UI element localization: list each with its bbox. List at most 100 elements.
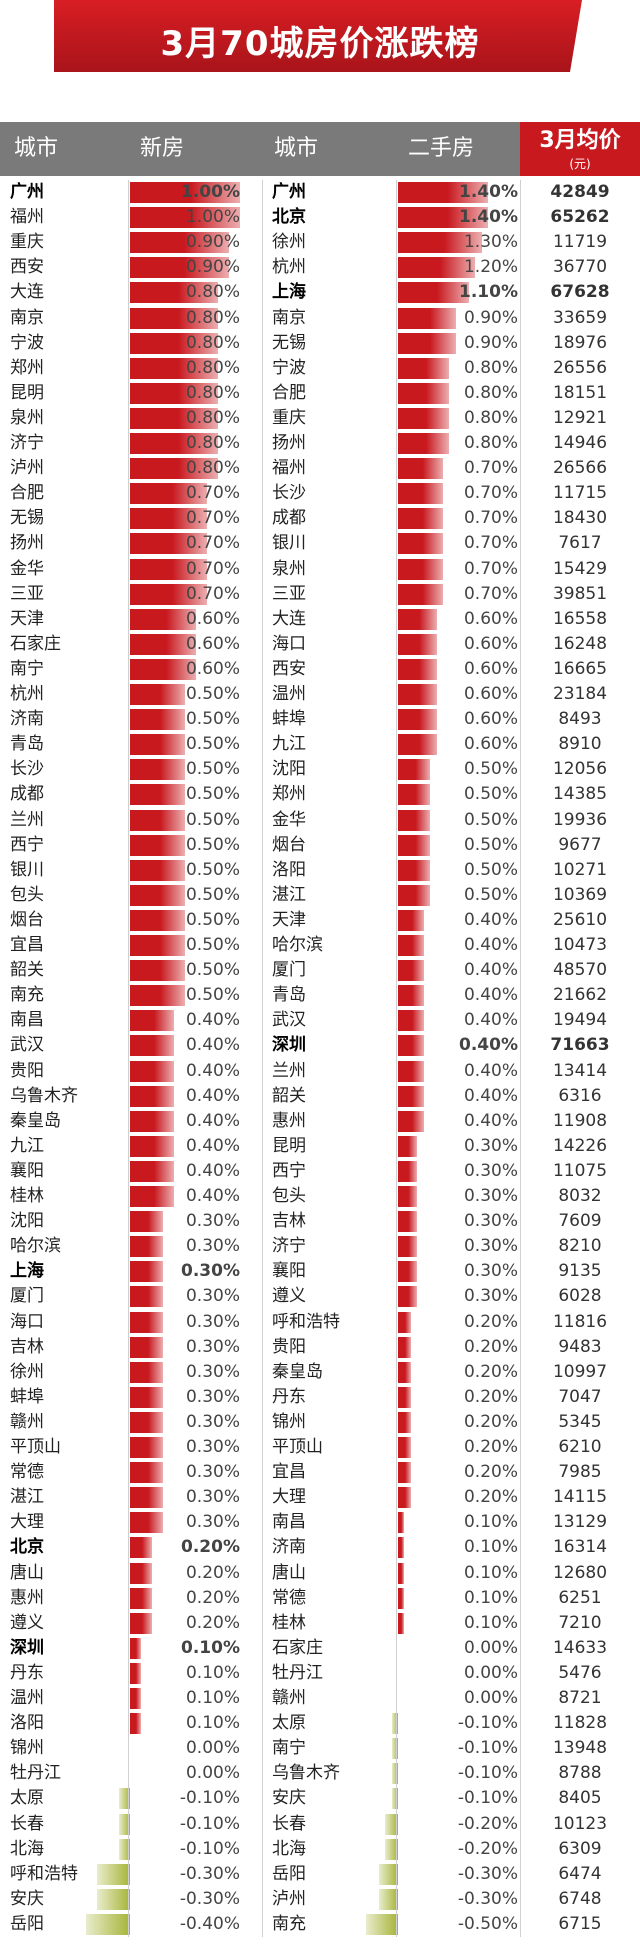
new-house-city: 银川 [10, 859, 44, 880]
new-house-bar-box [130, 1587, 240, 1609]
second-hand-bar-box [398, 985, 488, 1007]
second-hand-pct: 1.40% [459, 207, 518, 228]
new-house-bar-box [130, 859, 240, 881]
new-house-pct: 0.50% [185, 935, 240, 955]
table-row: 深圳 0.10% 石家庄 0.00% 14633 [0, 1636, 640, 1661]
new-house-pct: 0.40% [185, 1060, 240, 1081]
new-house-city: 襄阳 [10, 1160, 44, 1181]
table-row: 桂林 0.40% 包头 0.30% 8032 [0, 1184, 640, 1209]
new-house-pct: 0.30% [185, 1311, 240, 1332]
new-house-bar-box [130, 1386, 240, 1408]
second-hand-bar-box [398, 1160, 488, 1182]
second-hand-pct: -0.30% [457, 1888, 518, 1909]
new-house-pct: -0.10% [179, 1788, 240, 1809]
new-house-bar [130, 1211, 163, 1233]
second-hand-bar-box [398, 1035, 488, 1057]
second-hand-bar [398, 1035, 424, 1057]
table-row: 包头 0.50% 湛江 0.50% 10369 [0, 883, 640, 908]
second-hand-pct: 0.70% [463, 533, 518, 554]
new-house-city: 广州 [10, 182, 44, 202]
second-hand-city: 南京 [272, 307, 306, 328]
second-hand-bar [398, 458, 443, 480]
new-house-city: 九江 [10, 1135, 44, 1156]
new-house-bar-box [130, 382, 240, 404]
avg-price: 16558 [552, 608, 608, 629]
new-house-city: 金华 [10, 558, 44, 579]
second-hand-bar [398, 1562, 405, 1584]
second-hand-bar [398, 1211, 418, 1233]
second-hand-pct: 0.40% [463, 1110, 518, 1131]
new-house-bar [130, 658, 196, 680]
second-hand-pct: 0.50% [463, 859, 518, 880]
avg-price: 11715 [552, 483, 608, 504]
avg-price: 14385 [552, 784, 608, 805]
new-house-city: 韶关 [10, 960, 44, 981]
table-row: 唐山 0.20% 唐山 0.10% 12680 [0, 1561, 640, 1586]
avg-price: 6748 [558, 1888, 602, 1909]
second-hand-city: 赣州 [272, 1688, 306, 1708]
new-house-bar-box [130, 533, 240, 555]
new-house-pct: 0.80% [185, 458, 240, 479]
new-house-city: 南昌 [10, 1010, 44, 1031]
new-house-city: 烟台 [10, 909, 44, 930]
second-hand-city: 银川 [272, 533, 306, 554]
new-house-pct: 0.40% [185, 1110, 240, 1131]
new-house-bar-box [130, 307, 240, 329]
second-hand-bar [398, 608, 437, 630]
second-hand-pct: 0.70% [463, 458, 518, 479]
new-house-bar [130, 759, 185, 781]
avg-price: 8210 [558, 1236, 602, 1257]
second-hand-bar [398, 1010, 424, 1032]
new-house-bar-box [130, 1261, 240, 1283]
second-hand-city: 杭州 [272, 257, 306, 278]
second-hand-bar [378, 1888, 398, 1910]
second-hand-bar-box [398, 1537, 488, 1559]
second-hand-bar-box [398, 1311, 488, 1333]
new-house-bar-box [130, 1512, 240, 1534]
table-row: 赣州 0.30% 锦州 0.20% 5345 [0, 1410, 640, 1435]
second-hand-city: 沈阳 [272, 759, 306, 780]
new-house-bar [130, 1386, 163, 1408]
second-hand-bar-box [398, 207, 488, 229]
second-hand-bar-box [398, 307, 488, 329]
new-house-bar [130, 558, 207, 580]
second-hand-bar-box [398, 407, 488, 429]
second-hand-bar [398, 1236, 418, 1258]
new-house-bar-box [130, 784, 240, 806]
new-house-bar-box [130, 232, 240, 254]
new-house-city: 包头 [10, 884, 44, 905]
new-house-bar-box [130, 1462, 240, 1484]
second-hand-bar-box [398, 909, 488, 931]
second-hand-bar-box [398, 1612, 488, 1634]
new-house-bar-box [130, 1562, 240, 1584]
second-hand-bar-box [391, 1738, 488, 1760]
new-house-bar [130, 1411, 163, 1433]
table-row: 福州 1.00% 北京 1.40% 65262 [0, 205, 640, 230]
avg-price: 10473 [552, 935, 608, 955]
new-house-pct: 0.50% [185, 709, 240, 730]
new-house-bar-box [130, 1361, 240, 1383]
second-hand-pct: 0.60% [463, 633, 518, 654]
new-house-bar [130, 407, 218, 429]
second-hand-city: 广州 [272, 182, 306, 202]
table-row: 太原 -0.10% 安庆 -0.10% 8405 [0, 1786, 640, 1811]
new-house-pct: 0.10% [185, 1662, 240, 1683]
avg-price: 65262 [550, 207, 610, 228]
table-row: 洛阳 0.10% 太原 -0.10% 11828 [0, 1711, 640, 1736]
new-house-pct: 0.40% [185, 1135, 240, 1156]
new-house-bar-box [130, 1713, 240, 1735]
second-hand-pct: -0.10% [457, 1763, 518, 1784]
new-house-bar [130, 1662, 141, 1684]
table-row: 乌鲁木齐 0.40% 韶关 0.40% 6316 [0, 1084, 640, 1109]
second-hand-bar [398, 483, 443, 505]
avg-price: 25610 [552, 909, 608, 930]
second-hand-pct: 0.10% [463, 1612, 518, 1633]
new-house-bar-box [130, 1211, 240, 1233]
new-house-pct: 0.10% [185, 1688, 240, 1708]
new-house-bar-box [130, 458, 240, 480]
new-house-bar-box [130, 1085, 240, 1107]
new-house-city: 三亚 [10, 583, 44, 604]
avg-price: 9677 [558, 834, 602, 855]
new-house-city: 武汉 [10, 1035, 44, 1056]
second-hand-bar-box [398, 1286, 488, 1308]
